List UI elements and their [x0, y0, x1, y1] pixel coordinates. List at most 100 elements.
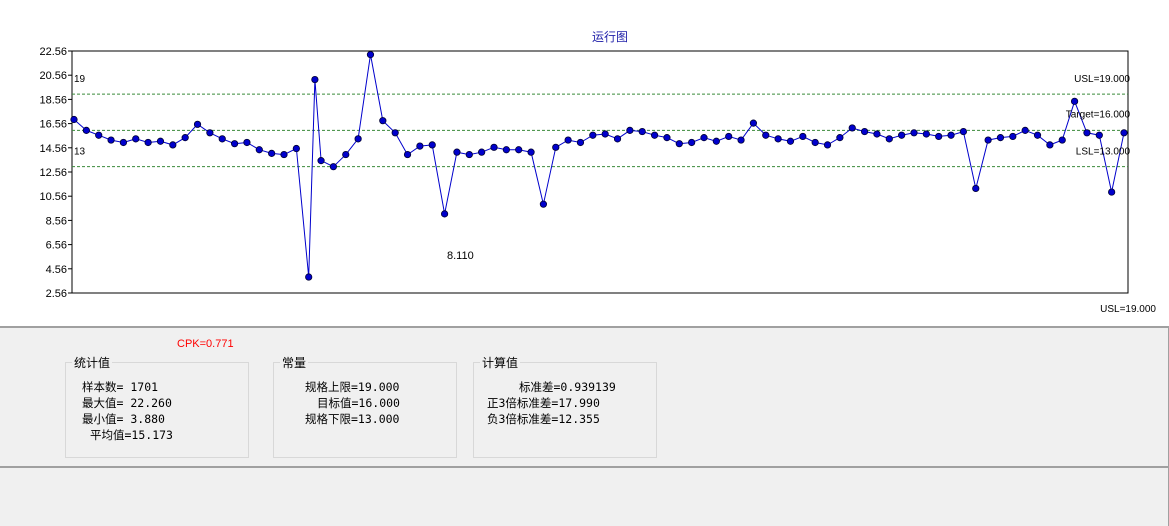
minus-3sigma-value: 负3倍标准差=12.355: [487, 412, 600, 426]
data-point: [311, 75, 319, 84]
data-point: [601, 130, 609, 138]
data-point: [391, 129, 399, 137]
data-point: [119, 138, 128, 147]
data-point: [230, 140, 239, 148]
right-label-bottom: USL=19.000: [1100, 304, 1156, 315]
stats-group-title: 统计值: [72, 354, 113, 371]
data-point: [860, 127, 869, 136]
data-point: [663, 134, 671, 142]
y-tick-label: 16.56: [39, 119, 67, 131]
data-point: [638, 127, 646, 136]
data-point: [82, 126, 90, 134]
data-point: [329, 163, 338, 171]
data-point: [527, 148, 535, 156]
data-point: [280, 150, 288, 159]
data-point: [169, 141, 177, 149]
data-point: [910, 129, 918, 137]
data-point: [95, 131, 103, 139]
data-point: [576, 138, 585, 147]
constants-group-title: 常量: [280, 354, 309, 371]
data-point: [416, 142, 424, 150]
data-point: [317, 157, 325, 165]
data-point: [688, 138, 696, 147]
data-point: [465, 150, 473, 159]
data-point: [292, 144, 300, 153]
y-tick-label: 20.56: [39, 70, 67, 82]
y-tick-label: 18.56: [39, 94, 67, 106]
right-label-lsl: LSL=13.000: [1076, 147, 1131, 158]
y-tick-label: 6.56: [46, 240, 67, 252]
data-point: [836, 134, 844, 142]
chart-area: 运行图 22.56 20.56 18.56 16.56 14.56 12.56 10.56 8.…: [39, 30, 1157, 315]
mean-value: 平均值=15.173: [90, 428, 173, 442]
data-point: [193, 120, 202, 128]
data-point: [502, 146, 510, 154]
data-point: [725, 132, 733, 141]
cpk-label: CPK=0.771: [177, 338, 234, 350]
data-point: [1083, 129, 1091, 137]
series-line: [73, 54, 1125, 278]
data-point: [1108, 188, 1116, 196]
data-point: [1021, 126, 1029, 134]
data-point: [700, 134, 708, 142]
data-point: [552, 143, 560, 151]
data-point: [1009, 132, 1017, 141]
data-point: [342, 150, 350, 159]
data-point: [478, 148, 486, 156]
data-point: [1058, 136, 1066, 144]
min-value: 最小值= 3.880: [82, 412, 165, 426]
data-point: [379, 117, 387, 125]
data-point: [255, 146, 263, 154]
data-point: [613, 135, 622, 143]
y-tick-label: 2.56: [46, 288, 67, 300]
data-point: [762, 131, 770, 139]
data-point: [453, 148, 461, 156]
data-point: [589, 131, 597, 139]
stddev-value: 标准差=0.939139: [519, 380, 616, 394]
max-value: 最大值= 22.260: [82, 396, 172, 410]
left-label-lower: 13: [74, 147, 86, 158]
data-point: [935, 132, 943, 141]
data-point: [107, 136, 115, 144]
data-point: [972, 184, 980, 193]
y-tick-label: 14.56: [39, 143, 67, 155]
data-point: [490, 143, 498, 151]
data-point: [996, 134, 1005, 142]
data-point: [206, 129, 214, 137]
data-point: [675, 140, 683, 148]
stats-panel: CPK=0.771 统计值 样本数= 1701 最大值= 22.260 最小值=…: [0, 326, 1169, 466]
data-point: [305, 273, 313, 281]
data-point: [1070, 97, 1079, 105]
data-point: [1046, 141, 1054, 149]
data-point: [440, 210, 449, 218]
data-point: [403, 150, 412, 159]
y-tick-label: 8.56: [46, 215, 67, 227]
data-point: [848, 124, 856, 132]
data-point: [650, 131, 659, 139]
y-tick-label: 4.56: [46, 264, 67, 276]
data-point: [564, 136, 572, 144]
data-point: [774, 135, 782, 143]
y-tick-label: 22.56: [39, 46, 67, 58]
y-tick-label: 10.56: [39, 191, 67, 203]
chart-title: 运行图: [592, 30, 628, 44]
target-value: 目标值=16.000: [317, 396, 400, 410]
data-point: [1120, 129, 1128, 137]
plot-frame: [71, 50, 1129, 294]
chart-annotation: 8.110: [447, 250, 474, 262]
data-point: [712, 137, 720, 145]
data-point: [539, 200, 548, 208]
data-point: [799, 132, 807, 141]
data-point: [984, 136, 992, 144]
data-point: [156, 137, 165, 145]
data-point: [811, 138, 819, 147]
data-point: [515, 146, 523, 154]
lsl-value: 规格下限=13.000: [305, 412, 400, 426]
run-chart: 运行图 22.56 20.56 18.56 16.56 14.56 12.56 10.56 8.…: [39, 30, 1156, 315]
data-point: [959, 127, 968, 136]
right-label-target: Target=16.000: [1066, 109, 1131, 120]
usl-value: 规格上限=19.000: [305, 380, 400, 394]
sample-count: 样本数= 1701: [82, 380, 159, 394]
right-label-usl: USL=19.000: [1074, 74, 1130, 85]
data-point: [922, 130, 930, 138]
